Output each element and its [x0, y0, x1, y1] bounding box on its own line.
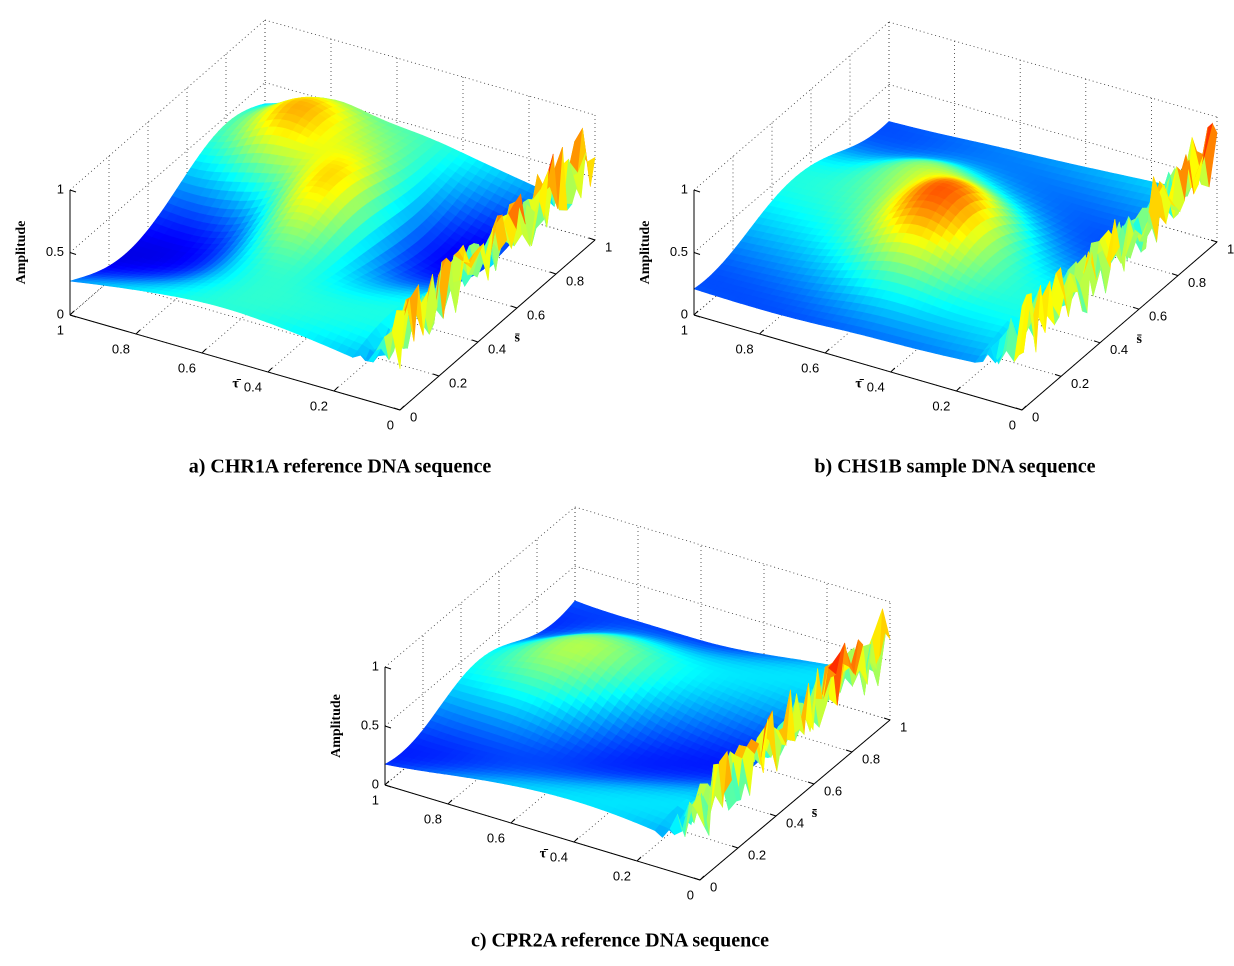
- y-tick-label: 0: [410, 409, 417, 424]
- x-tick: [268, 368, 272, 372]
- surface: [70, 97, 595, 369]
- z-tick: [70, 190, 76, 192]
- z-tick-label: 1: [681, 181, 688, 196]
- y-tick: [472, 340, 478, 342]
- x-tick-label: 0.2: [932, 398, 950, 413]
- x-tick-label: 0.6: [178, 360, 196, 375]
- surface-plot: 00.5100.20.40.60.8100.20.40.60.81Amplitu…: [638, 22, 1234, 478]
- z-tick: [694, 190, 700, 192]
- y-tick: [1133, 307, 1139, 309]
- caption: a) CHR1A reference DNA sequence: [189, 456, 492, 478]
- surface: [694, 121, 1217, 363]
- z-tick-label: 0.5: [670, 244, 688, 259]
- x-tick: [694, 311, 698, 315]
- x-tick-label: 1: [681, 322, 688, 337]
- z-tick-label: 1: [57, 181, 64, 196]
- y-tick-label: 1: [605, 239, 612, 254]
- surface-plot: 00.5100.20.40.60.8100.20.40.60.81Amplitu…: [329, 507, 907, 952]
- x-axis-label: τ̄: [232, 377, 241, 392]
- caption: b) CHS1B sample DNA sequence: [814, 456, 1095, 478]
- x-tick: [334, 387, 338, 391]
- y-tick: [1094, 341, 1100, 343]
- y-tick-label: 0.8: [566, 273, 584, 288]
- x-tick-label: 1: [57, 322, 64, 337]
- z-axis-label: Amplitude: [638, 221, 653, 285]
- grid-line: [575, 507, 890, 602]
- y-tick-label: 0.6: [1149, 309, 1167, 324]
- y-tick: [550, 272, 556, 274]
- y-tick-label: 0.4: [488, 341, 506, 356]
- y-tick-label: 0.2: [1071, 376, 1089, 391]
- y-tick: [589, 238, 595, 240]
- y-tick: [1055, 374, 1061, 376]
- y-axis-label: s̄: [1136, 332, 1142, 347]
- x-tick-label: 0: [387, 417, 394, 432]
- x-tick-label: 0.6: [801, 360, 819, 375]
- y-tick-label: 0.8: [1188, 275, 1206, 290]
- y-tick-label: 1: [1227, 241, 1234, 256]
- x-tick-label: 0.2: [310, 398, 328, 413]
- x-tick: [70, 311, 74, 315]
- y-tick-label: 0: [1032, 409, 1039, 424]
- y-tick: [433, 374, 439, 376]
- y-axis-label: s̄: [514, 331, 520, 346]
- z-tick-label: 0: [681, 306, 688, 321]
- y-tick: [1211, 240, 1217, 242]
- z-tick-label: 0: [57, 306, 64, 321]
- grid-line: [889, 22, 1217, 117]
- x-tick: [400, 406, 404, 410]
- x-tick-label: 0.4: [867, 379, 885, 394]
- x-tick-label: 0.4: [244, 379, 262, 394]
- x-tick: [202, 349, 206, 353]
- z-axis-label: Amplitude: [14, 221, 29, 285]
- x-tick: [760, 330, 764, 334]
- x-tick: [956, 387, 960, 391]
- x-tick: [136, 330, 140, 334]
- z-tick-label: 0.5: [46, 244, 64, 259]
- y-tick-label: 0.4: [1110, 342, 1128, 357]
- y-tick: [1172, 274, 1178, 276]
- x-tick-label: 0.8: [112, 341, 130, 356]
- x-tick: [825, 349, 829, 353]
- z-tick: [694, 253, 700, 255]
- x-tick-label: 0: [1009, 417, 1016, 432]
- y-tick: [511, 306, 517, 308]
- surface-plot: 00.5100.20.40.60.8100.20.40.60.81Amplitu…: [14, 20, 612, 478]
- y-tick-label: 0.6: [527, 307, 545, 322]
- x-tick: [891, 368, 895, 372]
- z-tick: [70, 253, 76, 255]
- x-tick: [1022, 406, 1026, 410]
- x-axis-label: τ̄: [855, 377, 864, 392]
- y-tick-label: 0.2: [449, 375, 467, 390]
- x-tick-label: 0.8: [736, 341, 754, 356]
